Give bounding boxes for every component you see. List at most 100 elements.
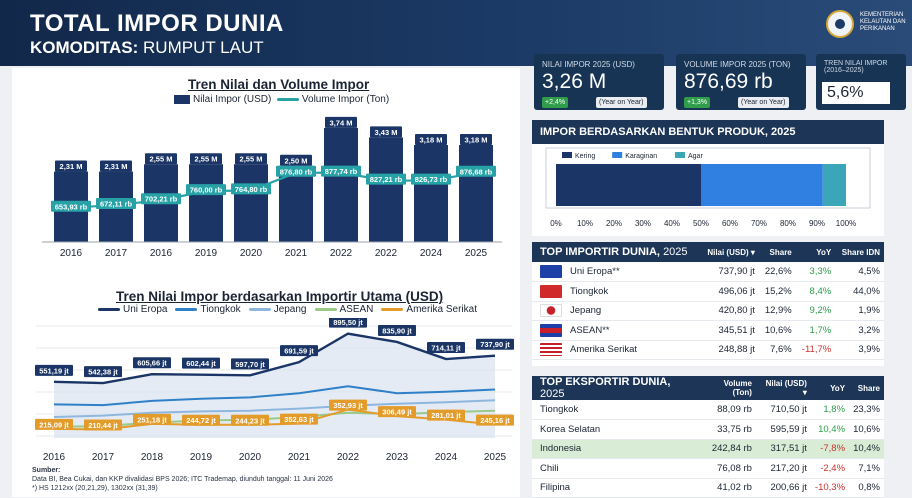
table-row[interactable]: Amerika Serikat 248,88 jt 7,6% -11,7% 3,9% (532, 340, 884, 360)
volume-label-bg (276, 165, 316, 177)
usa-flag-icon (540, 343, 562, 357)
volume-value-label: 826,73 rb (415, 175, 448, 184)
table-row[interactable]: Tiongkok 496,06 jt 15,2% 8,4% 44,0% (532, 281, 884, 302)
series-value-label: 551,19 jt (39, 366, 69, 375)
series-value-label: 597,70 jt (235, 360, 265, 369)
value-bar (414, 145, 448, 242)
x-tick-label: 2016 (43, 452, 66, 463)
volume-cell: 242,84 rb (698, 439, 756, 459)
bar-value-label: 3,18 M (420, 136, 443, 145)
legend-line-label: Volume Impor (Ton) (301, 94, 390, 105)
bar-label-bg (100, 160, 132, 172)
country-name: Tiongkok (532, 400, 699, 420)
series-label-bg (84, 419, 122, 431)
legend-item: Tiongkok (175, 304, 241, 315)
series-value-label: 244,23 jt (235, 416, 265, 425)
series-value-label: 281,01 jt (431, 411, 461, 420)
bar-label-bg (415, 134, 447, 146)
trend-chart-title: Tren Nilai dan Volume Impor (188, 77, 370, 92)
table-row[interactable]: Tiongkok 88,09 rb 710,50 jt 1,8% 23,3% (532, 400, 884, 420)
x-tick-label: 40% (664, 219, 680, 228)
eu-flag-icon (540, 265, 562, 278)
product-segment (822, 164, 846, 206)
change-badge: +2,4% (542, 97, 569, 108)
table-row[interactable]: Jepang 420,80 jt 12,9% 9,2% 1,9% (532, 301, 884, 321)
country-name: Filipina (532, 478, 699, 498)
legend-swatch (98, 307, 120, 311)
bar-label-bg (235, 153, 267, 165)
series-label-bg (133, 413, 171, 425)
value-cell: 317,51 jt (755, 439, 811, 459)
source-note: Sumber: Data BI, Bea Cukai, dan KKP diva… (32, 467, 333, 492)
bar-value-label: 3,74 M (330, 118, 353, 127)
legend-label: ASEAN (339, 304, 374, 315)
value-bar (459, 145, 493, 242)
dashboard-header: TOTAL IMPOR DUNIA KOMODITAS: RUMPUT LAUT… (0, 0, 912, 66)
table-row[interactable]: Indonesia 242,84 rb 317,51 jt -7,8% 10,4% (532, 439, 884, 459)
table-row[interactable]: Chili 76,08 rb 217,20 jt -2,4% 7,1% (532, 458, 884, 479)
value-bar (234, 164, 268, 242)
product-form-title: IMPOR BERDASARKAN BENTUK PRODUK, 2025 (532, 120, 884, 144)
series-line (53, 409, 496, 428)
ministry-name: KEMENTERIAN KELAUTAN DAN PERIKANAN (860, 12, 906, 32)
volume-value-label: 827,21 rb (370, 175, 403, 184)
product-segment (701, 164, 823, 206)
series-value-label: 352,63 jt (284, 415, 314, 424)
volume-label-bg (96, 197, 136, 209)
table-row[interactable]: Uni Eropa** 737,90 jt 22,6% 3,3% 4,5% (532, 262, 884, 282)
value-cell: 737,90 jt (700, 262, 759, 282)
sort-nilai-header[interactable]: Nilai (USD) ▾ (755, 376, 811, 400)
x-tick-label: 2022 (337, 452, 360, 463)
x-tick-label: 2022 (330, 248, 353, 259)
volume-label-bg (411, 173, 451, 185)
table-row[interactable]: Korea Selatan 33,75 rb 595,59 jt 10,4% 10,6% (532, 419, 884, 440)
yoy-cell: 10,4% (810, 419, 850, 440)
series-value-label: 251,18 jt (137, 415, 167, 424)
volume-label-bg (231, 183, 271, 195)
share-cell: 10,4% (849, 439, 884, 459)
trend-legend: Nilai Impor (USD) Volume Impor (Ton) (174, 94, 389, 105)
volume-label-bg (186, 184, 226, 196)
country-name: Uni Eropa** (532, 262, 701, 282)
yoy-cell: -10,3% (810, 478, 850, 498)
table-row[interactable]: Filipina 41,02 rb 200,66 jt -10,3% 0,8% (532, 478, 884, 498)
share-cell: 7,1% (849, 458, 884, 479)
series-value-label: 895,50 jt (333, 318, 363, 327)
value-cell: 248,88 jt (700, 340, 759, 360)
sort-nilai-header[interactable]: Nilai (USD) ▾ (700, 242, 759, 262)
bar-value-label: 2,55 M (150, 155, 173, 164)
country-name: Indonesia (532, 439, 699, 459)
share-idn-cell: 44,0% (835, 281, 884, 302)
volume-line (70, 171, 477, 209)
volume-value-label: 764,80 rb (235, 185, 268, 194)
legend-label: Amerika Serikat (406, 304, 477, 315)
volume-cell: 88,09 rb (698, 400, 756, 420)
left-charts-panel: Tren Nilai dan Volume Impor Nilai Impor … (12, 68, 520, 497)
series-value-label: 602,44 jt (186, 359, 216, 368)
share-cell: 10,6% (758, 320, 796, 341)
legend-swatch (612, 152, 623, 158)
x-tick-label: 2021 (288, 452, 311, 463)
volume-label-bg (141, 193, 181, 205)
series-value-label: 306,49 jt (382, 408, 412, 417)
bar-value-label: 2,55 M (195, 155, 218, 164)
legend-swatch (175, 307, 198, 311)
page-title: TOTAL IMPOR DUNIA (30, 10, 284, 37)
series-value-label: 737,90 jt (480, 340, 510, 349)
yoy-cell: -2,4% (810, 458, 850, 479)
legend-label: Tiongkok (200, 304, 241, 315)
table-row[interactable]: ASEAN** 345,51 jt 10,6% 1,7% 3,2% (532, 320, 884, 341)
kpi-volume-impor: VOLUME IMPOR 2025 (TON) 876,69 rb +1,3% … (676, 54, 806, 110)
bar-value-label: 2,31 M (60, 162, 83, 171)
x-tick-label: 2020 (239, 452, 262, 463)
legend-swatch (248, 307, 271, 311)
volume-value-label: 672,11 rb (100, 199, 133, 208)
series-label-bg (476, 338, 514, 350)
series-label-bg (280, 413, 318, 425)
top-importers-card: TOP IMPORTIR DUNIA, 2025 Nilai (USD) ▾ S… (532, 242, 884, 366)
x-tick-label: 2019 (195, 248, 218, 259)
legend-item: Jepang (248, 304, 307, 315)
country-name: Jepang (532, 301, 701, 321)
series-value-label: 835,90 jt (382, 326, 412, 335)
x-tick-label: 2016 (60, 248, 83, 259)
